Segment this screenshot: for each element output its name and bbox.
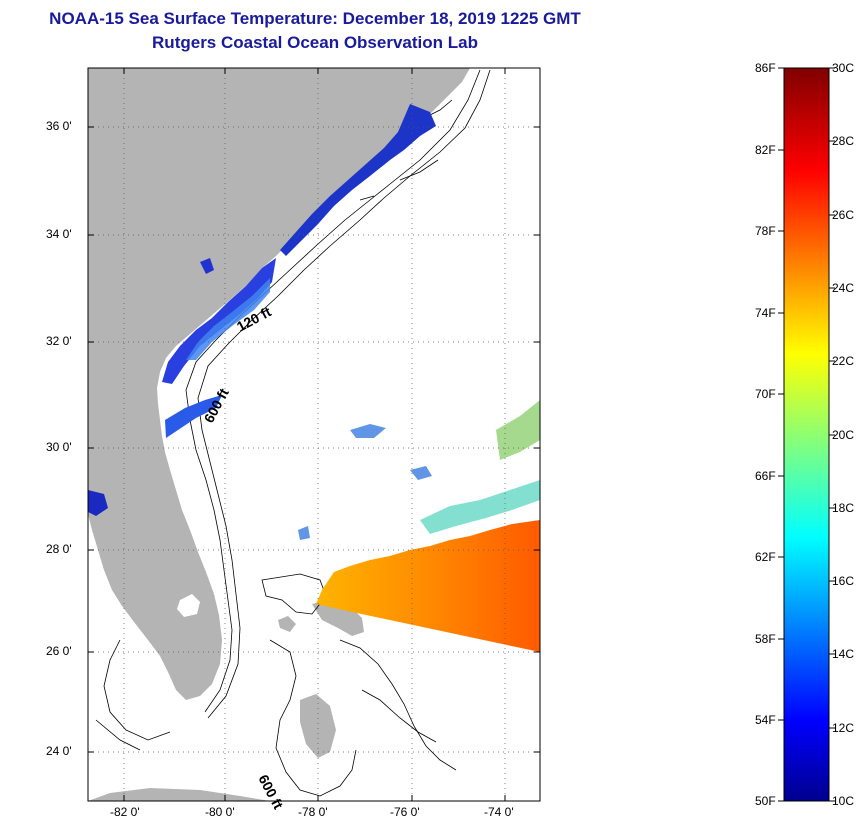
colorbar-f-label: 78F bbox=[755, 224, 776, 238]
map-frame bbox=[87, 67, 541, 802]
sst-gulf-stream-mix bbox=[420, 480, 540, 534]
lon-label-76: -76 0' bbox=[390, 805, 420, 819]
lat-label-36: 36 0' bbox=[46, 119, 72, 133]
land-bahamas-small bbox=[278, 616, 296, 632]
lon-label-82: -82 0' bbox=[110, 805, 140, 819]
lon-label-74: -74 0' bbox=[484, 805, 514, 819]
colorbar-c-label: 30C bbox=[832, 61, 855, 75]
colorbar-f-label: 70F bbox=[755, 387, 776, 401]
lat-label-30: 30 0' bbox=[46, 440, 72, 454]
colorbar-c-label: 24C bbox=[832, 281, 855, 295]
land-bahamas-andros bbox=[300, 694, 336, 758]
colorbar-f-label: 86F bbox=[755, 61, 776, 75]
colorbar-f-label: 66F bbox=[755, 469, 776, 483]
sst-small-patch-1 bbox=[88, 490, 108, 516]
lon-label-78: -78 0' bbox=[298, 805, 328, 819]
colorbar-c-label: 14C bbox=[832, 647, 855, 661]
lat-label-24: 24 0' bbox=[46, 744, 72, 758]
land-us-southeast bbox=[88, 68, 470, 700]
colorbar-f-label: 50F bbox=[755, 794, 776, 808]
colorbar-c-label: 18C bbox=[832, 501, 855, 515]
map-title: NOAA-15 Sea Surface Temperature: Decembe… bbox=[49, 9, 581, 28]
colorbar-c-label: 10C bbox=[832, 794, 855, 808]
colorbar-c-label: 22C bbox=[832, 354, 855, 368]
lon-label-80: -80 0' bbox=[205, 805, 235, 819]
sst-offshore-north-patch bbox=[496, 400, 540, 460]
sst-nearshore-georgia bbox=[165, 395, 222, 438]
colorbar-c-label: 20C bbox=[832, 428, 855, 442]
colorbar-f-label: 82F bbox=[755, 143, 776, 157]
colorbar-f-label: 62F bbox=[755, 550, 776, 564]
frame-ticks bbox=[88, 68, 540, 801]
colorbar-c-label: 12C bbox=[832, 721, 855, 735]
map-subtitle: Rutgers Coastal Ocean Observation Lab bbox=[152, 33, 478, 52]
colorbar-f-label: 58F bbox=[755, 632, 776, 646]
colorbar bbox=[783, 67, 830, 802]
lat-label-26: 26 0' bbox=[46, 644, 72, 658]
colorbar-c-label: 28C bbox=[832, 134, 855, 148]
colorbar-c-label: 16C bbox=[832, 574, 855, 588]
bathymetry-contours bbox=[95, 69, 491, 797]
colorbar-ticks bbox=[778, 67, 835, 802]
sst-coastal-cool-band bbox=[186, 278, 270, 360]
lat-label-32: 32 0' bbox=[46, 334, 72, 348]
lake-okeechobee bbox=[177, 594, 200, 617]
sst-gulf-stream-warm bbox=[316, 520, 540, 652]
sst-offshore-cold-band bbox=[280, 104, 436, 256]
colorbar-c-label: 26C bbox=[832, 208, 855, 222]
graticule bbox=[88, 68, 540, 801]
lat-label-34: 34 0' bbox=[46, 227, 72, 241]
sst-coastal-cold-band bbox=[162, 258, 276, 384]
colorbar-f-label: 54F bbox=[755, 713, 776, 727]
sst-small-patch-2 bbox=[200, 258, 214, 274]
colorbar-f-label: 74F bbox=[755, 306, 776, 320]
lat-label-28: 28 0' bbox=[46, 542, 72, 556]
